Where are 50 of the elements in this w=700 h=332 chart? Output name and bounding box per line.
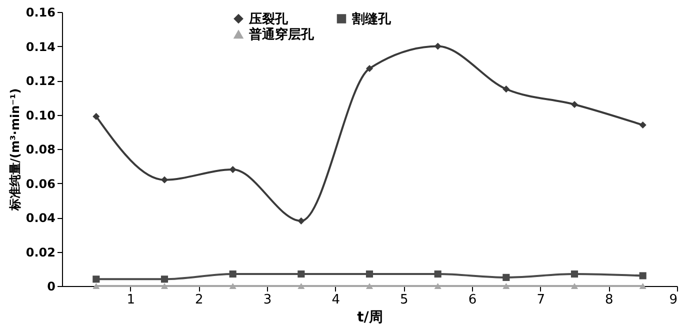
point	[160, 282, 168, 290]
point	[639, 282, 646, 290]
point	[298, 217, 305, 224]
point	[502, 86, 510, 93]
point	[160, 276, 168, 283]
point	[434, 282, 442, 290]
point	[92, 282, 100, 290]
x-tick-label: 2	[195, 292, 204, 308]
point	[366, 282, 374, 290]
x-tick-label: 5	[400, 292, 408, 308]
point	[298, 270, 305, 278]
x-tick-label: 1	[126, 292, 135, 308]
point	[366, 64, 374, 72]
point	[570, 270, 578, 278]
point	[502, 282, 510, 290]
point	[434, 270, 442, 278]
point	[92, 112, 100, 120]
y-tick-label: 0.08	[26, 142, 56, 156]
point	[160, 176, 168, 184]
y-tick-label: 0.14	[26, 40, 56, 54]
x-tick-label: 7	[536, 292, 545, 308]
point	[298, 282, 305, 290]
point	[92, 276, 100, 283]
point	[366, 270, 374, 278]
x-tick-label: 9	[669, 292, 678, 308]
y-tick-label: 0.16	[26, 6, 56, 20]
y-tick-label: 0.12	[26, 74, 56, 88]
y-tick-label: 0	[47, 280, 56, 294]
point	[434, 42, 442, 50]
point	[570, 282, 578, 290]
point	[570, 100, 578, 108]
point	[229, 282, 236, 290]
legend-label: 压裂孔	[248, 12, 289, 27]
y-tick-label: 0.06	[26, 176, 56, 191]
y-tick-label: 0.02	[26, 245, 56, 260]
x-tick-label: 8	[605, 292, 614, 308]
point	[502, 274, 510, 281]
legend-label: 割缝孔	[351, 10, 392, 27]
point	[639, 272, 646, 280]
y-axis-title: 标准纯量/(m³·min⁻¹)	[8, 88, 22, 212]
x-tick-label: 3	[263, 292, 272, 308]
point	[639, 121, 646, 129]
point	[229, 270, 236, 278]
y-tick-label: 0.04	[26, 211, 56, 225]
x-axis-title: t/周	[357, 310, 383, 326]
point	[229, 166, 236, 174]
x-tick-label: 4	[332, 292, 340, 308]
y-tick-label: 0.10	[26, 108, 56, 122]
x-tick-label: 6	[468, 292, 477, 308]
legend-label: 普通穿层孔	[248, 26, 315, 42]
